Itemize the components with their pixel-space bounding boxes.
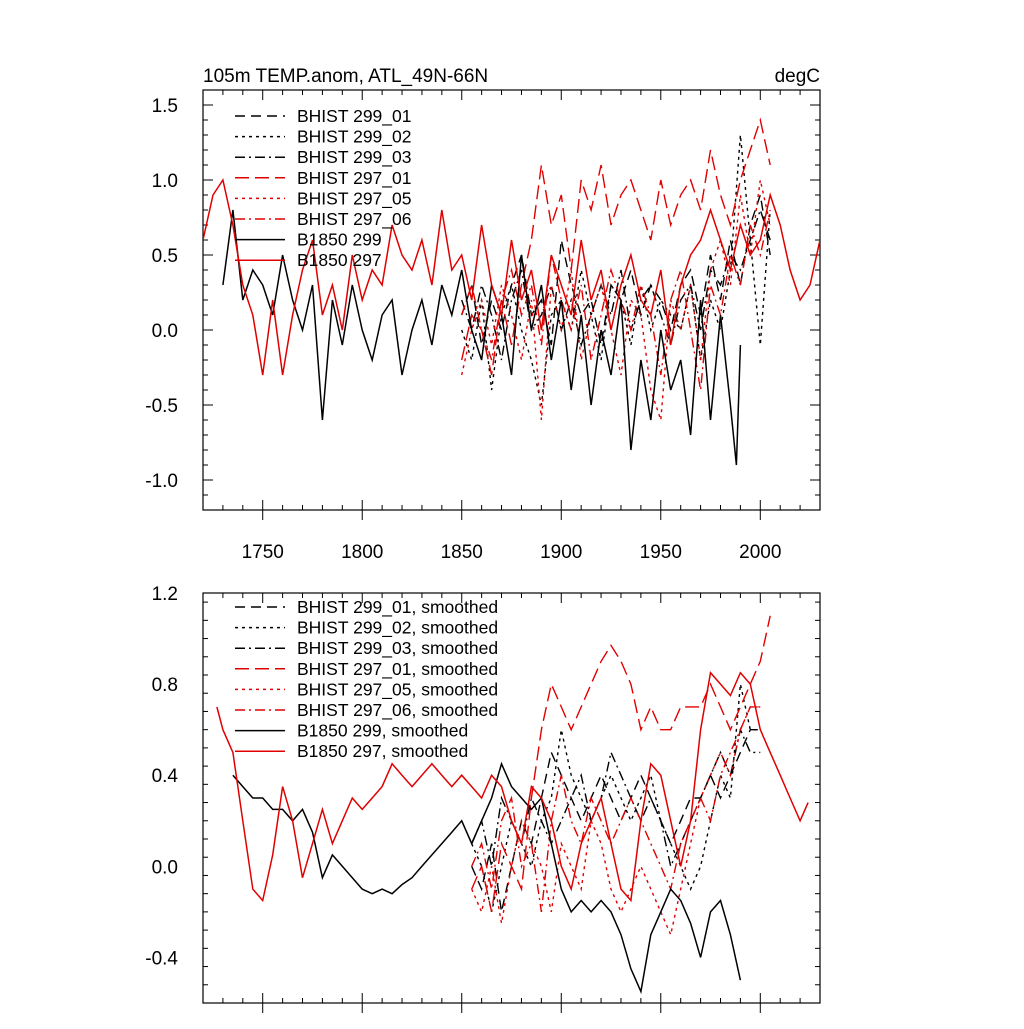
series-line-8 [203, 178, 820, 376]
y-tick-label: 1.2 [152, 584, 178, 605]
legend-label: BHIST 297_01 [297, 168, 411, 189]
top-panel-ticks: 1750 1800 1850 1900 1950 2000 -1.0 -0.5 0.0 0.5 1.… [145, 89, 821, 563]
x-tick-label: 1900 [540, 542, 582, 563]
series-line-2 [471, 683, 761, 913]
legend-label: BHIST 299_01 [297, 106, 411, 127]
legend-label: BHIST 297_06 [297, 209, 411, 230]
y-tick-label: -1.0 [145, 471, 178, 492]
series-line-7 [222, 209, 742, 466]
y-tick-label: 0.8 [152, 675, 178, 696]
legend-label: BHIST 299_01, smoothed [297, 597, 498, 618]
series-line-6 [461, 209, 771, 391]
legend-label: BHIST 297_01, smoothed [297, 659, 498, 680]
series-line-4 [461, 117, 771, 376]
y-tick-label: 0.0 [152, 857, 178, 878]
y-tick-label: 0.5 [152, 246, 178, 267]
series-line-8 [216, 671, 809, 903]
y-tick-label: 0.0 [152, 321, 178, 342]
legend-label: BHIST 297_05 [297, 188, 411, 209]
x-tick-label: 1850 [441, 542, 483, 563]
bottom-panel-frame [202, 592, 821, 1004]
legend-label: B1850 299 [297, 230, 382, 250]
legend-label: B1850 297, smoothed [297, 741, 468, 761]
legend-label: BHIST 299_03, smoothed [297, 638, 498, 659]
y-tick-label: 0.4 [152, 766, 179, 787]
legend-label: BHIST 299_03 [297, 147, 411, 168]
legend-label: BHIST 297_05, smoothed [297, 679, 498, 700]
legend-label: B1850 299, smoothed [297, 721, 468, 741]
y-tick-label: 1.5 [152, 96, 178, 117]
x-tick-label: 1800 [341, 542, 383, 563]
series-line-3 [461, 207, 771, 361]
y-tick-label: 1.0 [152, 171, 178, 192]
series-line-5 [471, 706, 761, 937]
series-line-7 [232, 761, 742, 995]
x-tick-label: 1950 [640, 542, 682, 563]
bottom-panel-ticks: -0.4 0.0 0.4 0.8 1.2 [145, 584, 821, 1013]
y-tick-label: -0.4 [145, 948, 178, 969]
series-line-2 [461, 134, 771, 406]
x-tick-label: 1750 [242, 542, 284, 563]
top-panel-unit-label: degC [775, 66, 820, 87]
bottom-panel-series [216, 615, 809, 995]
series-line-3 [471, 727, 761, 869]
x-tick-label: 2000 [739, 542, 781, 563]
legend-label: BHIST 299_02, smoothed [297, 618, 498, 639]
legend-label: B1850 297 [297, 250, 382, 270]
top-panel-series [203, 117, 820, 466]
top-panel-title: 105m TEMP.anom, ATL_49N-66N [203, 66, 488, 87]
y-tick-label: -0.5 [145, 396, 178, 417]
bottom-panel: -0.40.00.40.81.2 BHIST 299_01, smoothedB… [145, 584, 821, 1013]
legend-label: BHIST 299_02 [297, 127, 411, 148]
top-panel: 105m TEMP.anom, ATL_49N-66N degC 1750 180… [145, 66, 821, 563]
series-line-4 [471, 615, 771, 913]
legend-label: BHIST 297_06, smoothed [297, 700, 498, 721]
series-line-6 [471, 706, 761, 913]
